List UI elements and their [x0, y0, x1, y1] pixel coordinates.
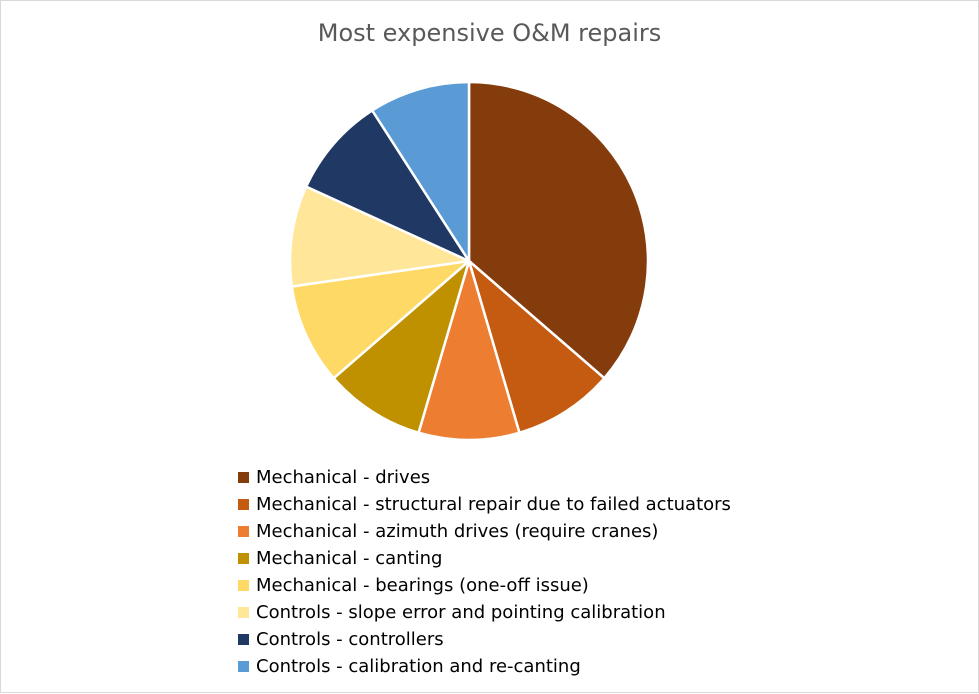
legend-label: Mechanical - structural repair due to fa… [256, 494, 731, 515]
legend-item: Mechanical - drives [238, 464, 731, 491]
legend-item: Controls - controllers [238, 626, 731, 653]
legend-label: Mechanical - azimuth drives (require cra… [256, 521, 659, 542]
legend-item: Mechanical - canting [238, 545, 731, 572]
pie-slice [370, 80, 471, 263]
legend-label: Mechanical - bearings (one-off issue) [256, 575, 589, 596]
pie-slice [467, 80, 650, 380]
pie-slice [332, 259, 471, 434]
legend-item: Controls - slope error and pointing cali… [238, 599, 731, 626]
legend-swatch [238, 472, 249, 483]
legend-item: Mechanical - structural repair due to fa… [238, 491, 731, 518]
legend-swatch [238, 661, 249, 672]
legend-swatch [238, 607, 249, 618]
legend: Mechanical - drives Mechanical - structur… [238, 464, 731, 680]
pie-slice [288, 185, 471, 288]
chart-title: Most expensive O&M repairs [317, 19, 662, 47]
legend-swatch [238, 580, 249, 591]
legend-swatch [238, 634, 249, 645]
legend-label: Controls - slope error and pointing cali… [256, 602, 666, 623]
legend-swatch [238, 499, 249, 510]
pie-slice [417, 259, 521, 442]
pie-slice [290, 259, 471, 380]
pie-slice [467, 259, 606, 434]
legend-item: Mechanical - bearings (one-off issue) [238, 572, 731, 599]
legend-label: Controls - controllers [256, 629, 444, 650]
legend-swatch [238, 553, 249, 564]
legend-swatch [238, 526, 249, 537]
legend-label: Mechanical - canting [256, 548, 443, 569]
legend-label: Controls - calibration and re-canting [256, 656, 581, 677]
legend-label: Mechanical - drives [256, 467, 431, 488]
legend-item: Mechanical - azimuth drives (require cra… [238, 518, 731, 545]
legend-item: Controls - calibration and re-canting [238, 653, 731, 680]
pie-slice [304, 109, 471, 263]
